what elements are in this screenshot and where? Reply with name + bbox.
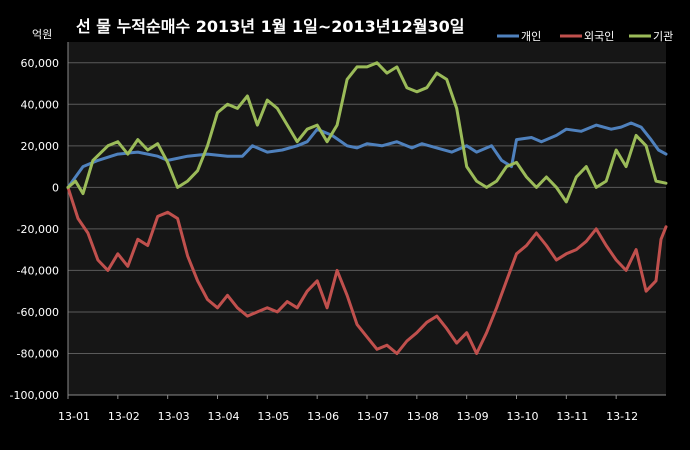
y-tick-label: 0 — [52, 181, 59, 194]
y-tick-label: 60,000 — [21, 57, 60, 70]
y-tick-label: -20,000 — [17, 223, 59, 236]
legend-label: 외국인 — [584, 30, 614, 43]
x-tick-label: 13-07 — [357, 410, 389, 423]
legend-label: 개인 — [521, 30, 541, 43]
y-axis-unit-label: 억원 — [32, 28, 52, 41]
y-tick-label: -80,000 — [17, 347, 59, 360]
legend-label: 기관 — [653, 30, 673, 43]
x-tick-label: 13-08 — [407, 410, 439, 423]
x-tick-label: 13-09 — [457, 410, 489, 423]
x-tick-label: 13-02 — [108, 410, 140, 423]
x-tick-label: 13-12 — [606, 410, 638, 423]
y-tick-label: -40,000 — [17, 264, 59, 277]
series-line-2 — [66, 185, 668, 355]
series-line-1 — [66, 121, 668, 189]
chart-title: 선 물 누적순매수 2013년 1월 1일~2013년12월30일 — [76, 17, 464, 36]
series-layer — [66, 61, 668, 355]
x-tick-label: 13-06 — [307, 410, 339, 423]
x-tick-label: 13-10 — [507, 410, 539, 423]
x-axis-ticks: 13-01 13-02 13-03 13-04 13-05 13-06 13-07 13-08… — [58, 395, 638, 423]
x-tick-label: 13-05 — [257, 410, 289, 423]
x-tick-label: 13-11 — [556, 410, 588, 423]
y-tick-label: 40,000 — [21, 98, 60, 111]
chart-legend: 개인 외국인 기관 — [497, 30, 673, 43]
y-tick-label: 20,000 — [21, 140, 60, 153]
x-tick-label: 13-04 — [208, 410, 240, 423]
series-line-3 — [66, 61, 668, 204]
y-axis-ticks: 60,000 40,000 20,000 0 -20,000 -40,000 -60,000… — [10, 57, 59, 402]
y-tick-label: -60,000 — [17, 306, 59, 319]
x-tick-label: 13-01 — [58, 410, 90, 423]
x-tick-label: 13-03 — [158, 410, 190, 423]
y-tick-label: -100,000 — [10, 389, 59, 402]
